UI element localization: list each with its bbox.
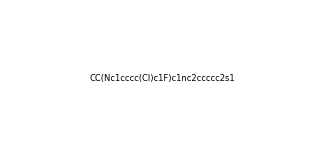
Text: CC(Nc1cccc(Cl)c1F)c1nc2ccccc2s1: CC(Nc1cccc(Cl)c1F)c1nc2ccccc2s1 — [90, 73, 235, 83]
